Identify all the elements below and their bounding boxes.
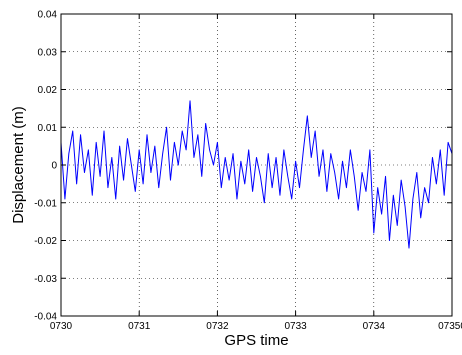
y-tick-label: 0.01 xyxy=(38,123,58,134)
x-tick-label: 0731 xyxy=(128,321,151,332)
y-axis-label: Displacement (m) xyxy=(10,106,27,224)
x-tick-label: 0734 xyxy=(363,321,386,332)
x-axis-label: GPS time xyxy=(224,332,288,349)
ticks xyxy=(60,13,453,317)
y-tick-label: -0.04 xyxy=(34,312,57,323)
series-layer xyxy=(60,100,453,249)
x-tick-label: 0732 xyxy=(206,321,229,332)
y-tick-labels: 0.04 0.03 0.02 0.01 0 -0.01 -0.02 -0.03 -0.04 xyxy=(34,10,57,323)
y-tick-label: -0.03 xyxy=(34,274,57,285)
y-tick-label: 0.04 xyxy=(38,10,58,21)
x-tick-label: 0730 xyxy=(50,321,73,332)
y-tick-label: -0.02 xyxy=(34,236,57,247)
y-tick-label: -0.01 xyxy=(34,198,57,209)
plot-area xyxy=(61,14,452,316)
y-tick-label: 0.03 xyxy=(38,47,58,58)
y-tick-label: 0 xyxy=(51,161,57,172)
series-line xyxy=(60,100,453,249)
y-tick-label: 0.02 xyxy=(38,85,58,96)
x-tick-label: 0733 xyxy=(284,321,307,332)
